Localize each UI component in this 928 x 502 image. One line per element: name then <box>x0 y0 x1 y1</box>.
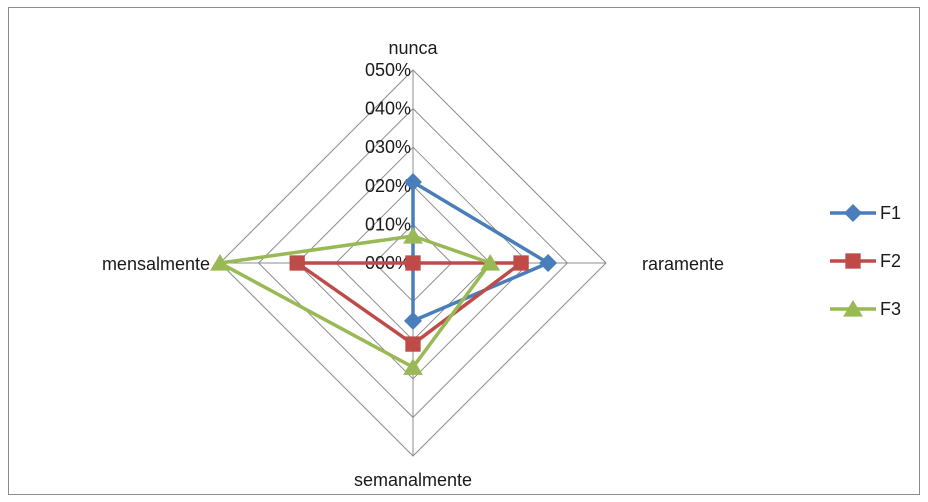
radar-series <box>210 172 558 375</box>
legend-label: F1 <box>880 203 901 223</box>
data-point <box>539 254 558 272</box>
data-point <box>404 172 422 191</box>
data-point <box>403 226 423 244</box>
series-line <box>295 261 523 346</box>
data-point <box>405 255 421 271</box>
legend-item: F1 <box>830 203 901 223</box>
radar-category-labels: nunca raramente semanalmente mensalmente <box>102 38 724 490</box>
data-point <box>405 336 421 352</box>
data-point <box>480 254 501 271</box>
legend-item: F3 <box>830 299 901 319</box>
legend-label: F3 <box>880 299 901 319</box>
category-label: raramente <box>642 254 724 274</box>
data-point <box>513 255 529 271</box>
legend: F1 F2 F3 <box>830 203 901 319</box>
legend-marker <box>845 253 861 269</box>
legend-marker <box>844 204 862 222</box>
series-line <box>411 180 550 323</box>
category-label: semanalmente <box>354 470 472 490</box>
tick-label: 030% <box>365 137 411 157</box>
tick-label: 020% <box>365 176 411 196</box>
tick-label: 050% <box>365 60 411 80</box>
tick-label: 010% <box>365 214 411 234</box>
tick-label: 040% <box>365 99 411 119</box>
data-point <box>289 255 305 271</box>
chart-frame <box>8 7 920 495</box>
category-label: mensalmente <box>102 254 210 274</box>
legend-item: F2 <box>830 251 901 271</box>
data-point <box>403 358 423 375</box>
category-label: nunca <box>388 38 438 58</box>
legend-label: F2 <box>880 251 901 271</box>
series-f1 <box>404 172 558 330</box>
data-point <box>210 254 230 271</box>
data-point <box>404 311 422 330</box>
series-f3 <box>210 226 501 375</box>
legend-marker <box>843 300 863 317</box>
